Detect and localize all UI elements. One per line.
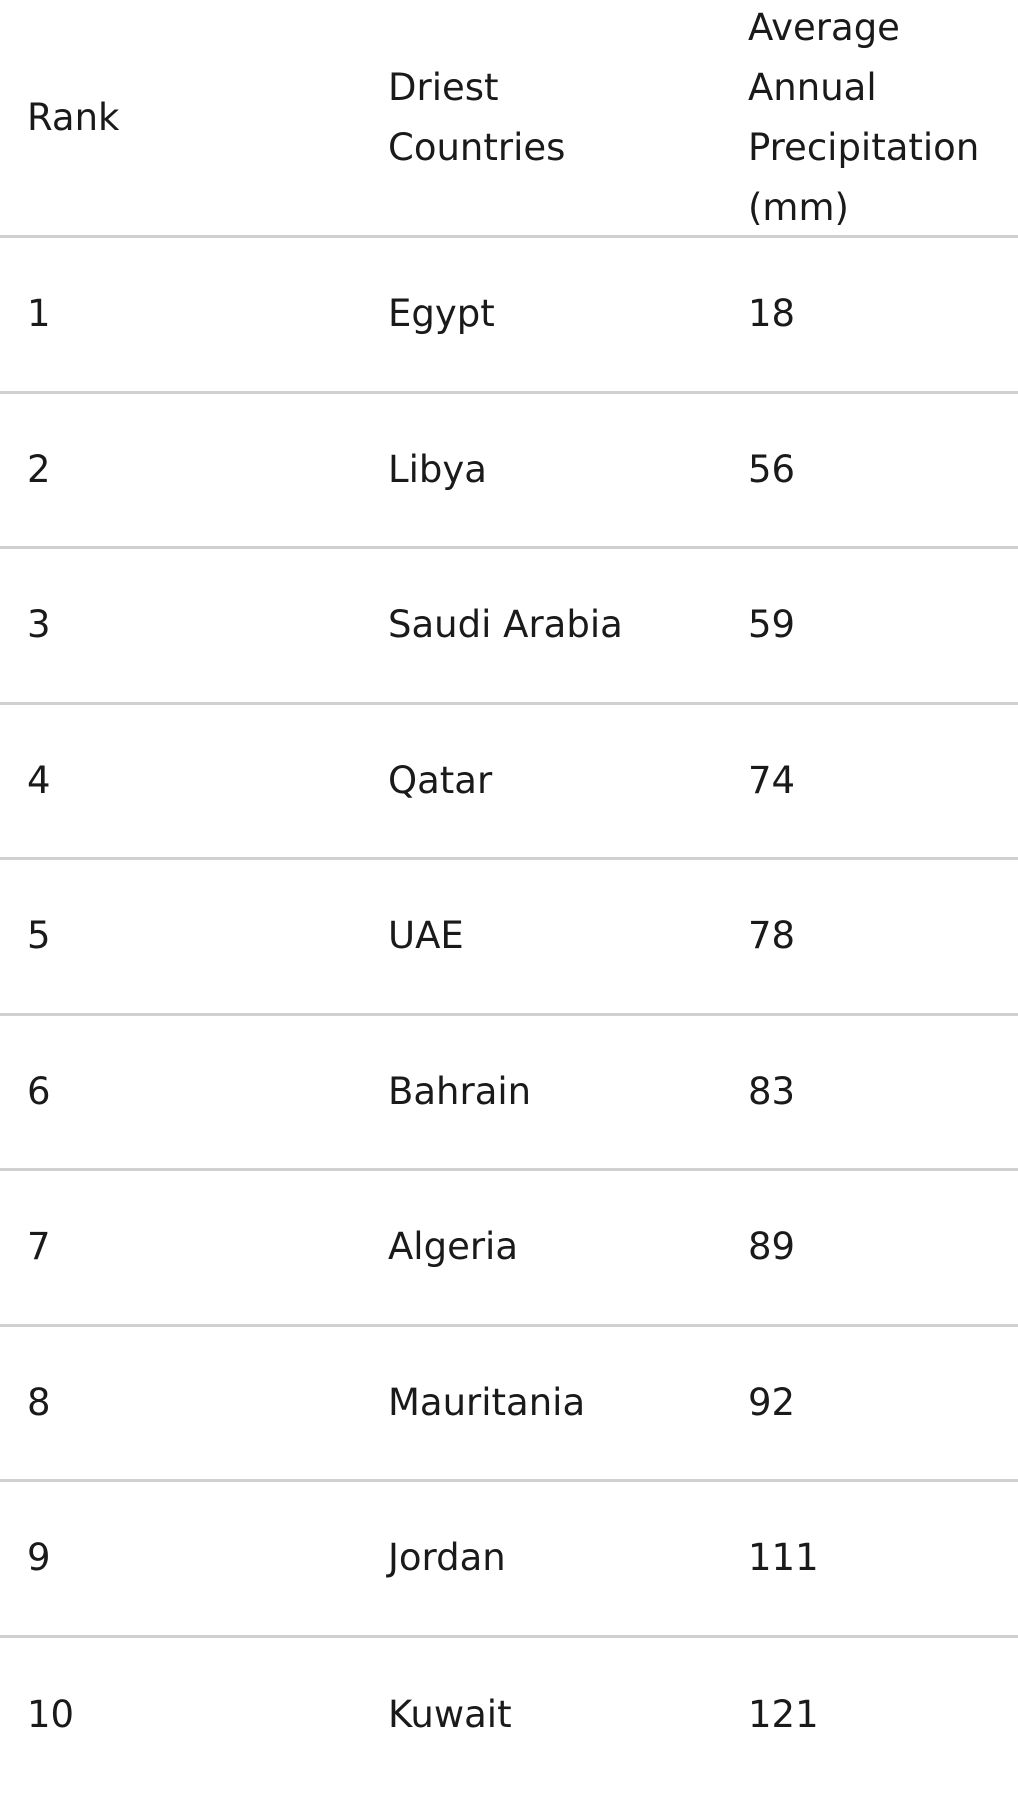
table-cell: 3 xyxy=(27,603,51,647)
table-row: 6 Bahrain 83 xyxy=(0,1016,1018,1171)
table-row: 3 Saudi Arabia 59 xyxy=(0,549,1018,705)
table-cell: 111 xyxy=(748,1536,819,1580)
table-cell: Jordan xyxy=(388,1536,506,1580)
header-cell: Rank xyxy=(27,95,120,139)
header-cell: Average Annual Precipitation (mm) xyxy=(748,5,980,229)
table-cell: 6 xyxy=(27,1069,51,1113)
table-cell: 2 xyxy=(27,447,51,491)
table-cell: 92 xyxy=(748,1380,796,1424)
table-cell: Egypt xyxy=(388,292,495,336)
table-cell: 1 xyxy=(27,292,51,336)
table-cell: 5 xyxy=(27,914,51,958)
table-cell: 78 xyxy=(748,914,796,958)
table-row: 2 Libya 56 xyxy=(0,394,1018,549)
table-row: 1 Egypt 18 xyxy=(0,238,1018,394)
table-cell: 56 xyxy=(748,447,796,491)
table-row: 4 Qatar 74 xyxy=(0,705,1018,860)
table-row: 10 Kuwait 121 xyxy=(0,1638,1018,1794)
table-cell: 7 xyxy=(27,1225,51,1269)
table-cell: 121 xyxy=(748,1693,819,1737)
header-row: Rank Driest Countries Average Annual Pre… xyxy=(0,0,1018,238)
table-cell: 9 xyxy=(27,1536,51,1580)
table-cell: 83 xyxy=(748,1069,796,1113)
header-cell: Driest Countries xyxy=(388,65,566,169)
table-cell: Bahrain xyxy=(388,1069,532,1113)
table-cell: 8 xyxy=(27,1380,51,1424)
table-cell: 18 xyxy=(748,292,796,336)
table-cell: 59 xyxy=(748,603,796,647)
table-row: 8 Mauritania 92 xyxy=(0,1327,1018,1482)
table-cell: 10 xyxy=(27,1693,75,1737)
table-cell: Saudi Arabia xyxy=(388,603,623,647)
table-cell: 4 xyxy=(27,758,51,802)
table-cell: 89 xyxy=(748,1225,796,1269)
table-cell: 74 xyxy=(748,758,796,802)
table-cell: Qatar xyxy=(388,758,493,802)
table-row: 5 UAE 78 xyxy=(0,860,1018,1016)
table-cell: UAE xyxy=(388,914,464,958)
table-cell: Kuwait xyxy=(388,1693,512,1737)
table-cell: Libya xyxy=(388,447,487,491)
table-row: 7 Algeria 89 xyxy=(0,1171,1018,1327)
table-cell: Mauritania xyxy=(388,1380,586,1424)
table-cell: Algeria xyxy=(388,1225,519,1269)
table-row: 9 Jordan 111 xyxy=(0,1482,1018,1638)
